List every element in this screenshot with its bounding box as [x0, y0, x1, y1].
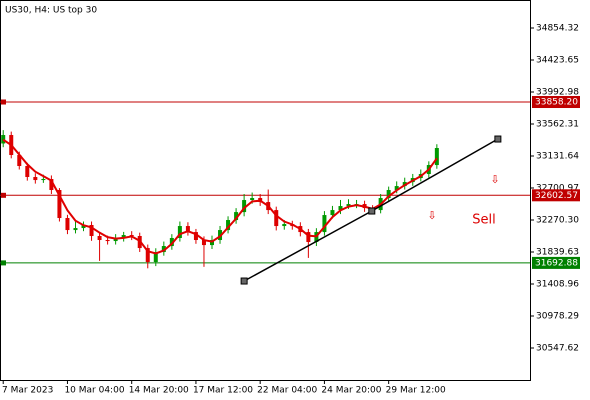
level-label: 31692.88 [535, 258, 578, 268]
candle-body [282, 224, 287, 227]
x-tick-label: 14 Mar 20:00 [129, 386, 189, 396]
y-tick-label: 32700.97 [536, 183, 579, 193]
candle-body [49, 179, 54, 191]
y-tick-label: 30547.62 [536, 343, 579, 353]
y-tick-label: 32270.30 [536, 215, 579, 225]
level-marker [1, 192, 6, 198]
annotation: Sell [472, 213, 495, 228]
candle-body [153, 252, 158, 263]
trendline-anchor [494, 135, 502, 143]
candle-body [346, 204, 351, 207]
plot-frame [0, 0, 531, 381]
candle-body [25, 166, 30, 177]
candle-body [145, 248, 150, 263]
y-tick-label: 33131.64 [536, 151, 579, 161]
candle-body [306, 232, 311, 243]
candle-body [226, 220, 231, 231]
candle-body [434, 148, 439, 166]
candle-body [161, 246, 166, 253]
x-tick-label: 22 Mar 04:00 [257, 386, 317, 396]
candle-body [234, 212, 239, 221]
candle-body [105, 240, 110, 242]
candle-body [386, 190, 391, 199]
candle-body [338, 206, 343, 211]
x-tick-label: 7 Mar 2023 [2, 386, 53, 396]
candle-body [242, 200, 247, 213]
level-label: 33858.20 [535, 98, 578, 108]
candle-body [185, 226, 190, 233]
level-label-box [532, 189, 580, 202]
trendline-anchor [240, 277, 248, 285]
y-tick-label: 31839.63 [536, 247, 579, 257]
level-marker [1, 99, 6, 105]
x-tick-label: 29 Mar 12:00 [386, 386, 446, 396]
chart-title: US30, H4: US top 30 [5, 6, 97, 16]
candle-body [33, 176, 38, 181]
candle-body [169, 238, 174, 247]
y-tick-label: 33992.98 [536, 87, 579, 97]
candle-body [65, 218, 70, 231]
x-tick-label: 10 Mar 04:00 [64, 386, 124, 396]
trendline-anchor [368, 207, 376, 215]
candle-body [89, 224, 94, 236]
x-tick-label: 17 Mar 12:00 [193, 386, 253, 396]
y-tick-label: 34423.65 [536, 55, 579, 65]
candle-body [274, 210, 279, 227]
candle-body [394, 186, 399, 191]
candle-body [201, 240, 206, 246]
annotation: ⇩ [490, 173, 499, 186]
y-tick-label: 30978.29 [536, 311, 579, 321]
level-label-box [532, 256, 580, 269]
level-label-box [532, 96, 580, 109]
moving-average [2, 138, 438, 255]
candle-body [81, 224, 86, 229]
candle-body [57, 190, 62, 219]
candle-body [330, 210, 335, 216]
annotation: ⇩ [427, 209, 436, 222]
candle-body [41, 179, 46, 181]
y-tick-label: 34854.32 [536, 23, 579, 33]
candle-body [1, 135, 6, 144]
candle-body [177, 226, 182, 239]
candle-body [121, 235, 126, 239]
candle-body [73, 228, 78, 231]
level-label: 32602.57 [535, 191, 578, 201]
y-tick-label: 31408.96 [536, 279, 579, 289]
candle-body [250, 198, 255, 201]
candle-body [322, 215, 327, 233]
candle-body [193, 232, 198, 241]
y-tick-label: 33562.31 [536, 119, 579, 129]
level-marker [1, 260, 6, 266]
candle-body [97, 235, 102, 241]
candle-body [17, 155, 22, 167]
x-tick-label: 24 Mar 20:00 [321, 386, 381, 396]
